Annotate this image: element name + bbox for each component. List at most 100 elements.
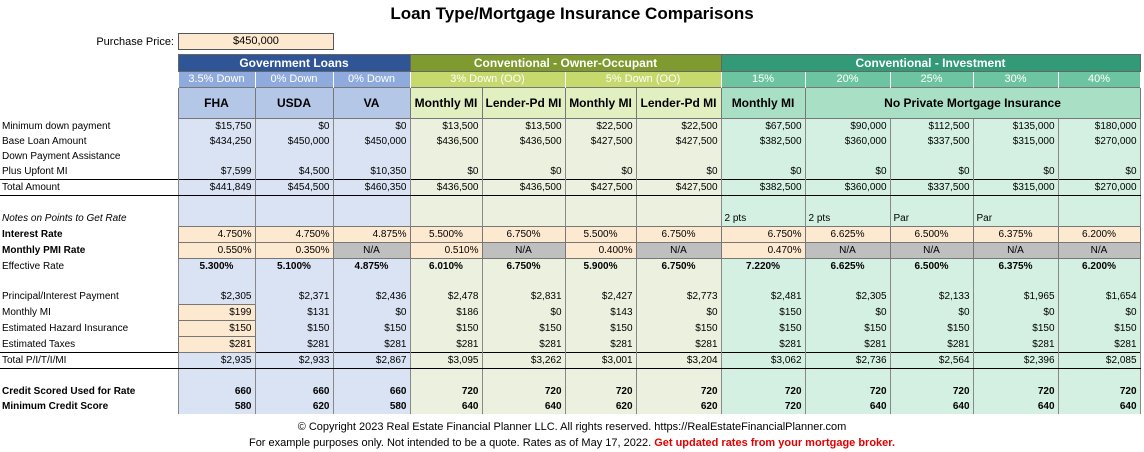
value-cell[interactable]: $450,000 bbox=[254, 134, 334, 149]
value-cell[interactable]: $281 bbox=[332, 336, 411, 353]
value-cell[interactable]: $150 bbox=[177, 320, 256, 337]
value-cell[interactable]: 580 bbox=[332, 399, 411, 414]
value-cell[interactable]: 640 bbox=[804, 399, 891, 414]
value-cell[interactable]: $427,500 bbox=[564, 179, 637, 196]
value-cell[interactable]: $180,000 bbox=[1057, 118, 1141, 134]
value-cell[interactable] bbox=[804, 274, 891, 289]
value-cell[interactable]: 2 pts bbox=[804, 211, 891, 227]
value-cell[interactable]: $2,773 bbox=[635, 289, 722, 305]
value-cell[interactable]: $281 bbox=[635, 336, 722, 353]
value-cell[interactable]: N/A bbox=[332, 242, 411, 259]
value-cell[interactable] bbox=[409, 211, 483, 227]
value-cell[interactable] bbox=[972, 368, 1059, 384]
value-cell[interactable]: $150 bbox=[635, 320, 722, 337]
value-cell[interactable]: $150 bbox=[1057, 320, 1141, 337]
value-cell[interactable]: $436,500 bbox=[481, 134, 566, 149]
value-cell[interactable] bbox=[254, 149, 334, 164]
value-cell[interactable]: $150 bbox=[481, 320, 566, 337]
value-cell[interactable]: $315,000 bbox=[972, 179, 1059, 196]
value-cell[interactable] bbox=[720, 368, 806, 384]
value-cell[interactable]: $0 bbox=[332, 118, 411, 134]
value-cell[interactable] bbox=[332, 211, 411, 227]
value-cell[interactable]: $0 bbox=[972, 164, 1059, 180]
value-cell[interactable]: $281 bbox=[177, 336, 256, 353]
value-cell[interactable]: $2,371 bbox=[254, 289, 334, 305]
value-cell[interactable]: 6.375% bbox=[972, 258, 1059, 274]
value-cell[interactable] bbox=[254, 368, 334, 384]
value-cell[interactable]: $0 bbox=[972, 304, 1059, 321]
value-cell[interactable]: $315,000 bbox=[972, 134, 1059, 149]
value-cell[interactable]: N/A bbox=[972, 242, 1059, 259]
value-cell[interactable]: $150 bbox=[254, 320, 334, 337]
value-cell[interactable]: 660 bbox=[254, 384, 334, 399]
value-cell[interactable]: $3,204 bbox=[635, 352, 722, 369]
value-cell[interactable]: N/A bbox=[889, 242, 974, 259]
value-cell[interactable]: $436,500 bbox=[409, 179, 483, 196]
value-cell[interactable]: $427,500 bbox=[635, 179, 722, 196]
value-cell[interactable]: $150 bbox=[720, 304, 806, 321]
value-cell[interactable]: $2,427 bbox=[564, 289, 637, 305]
value-cell[interactable]: $441,849 bbox=[177, 179, 256, 196]
value-cell[interactable]: $360,000 bbox=[804, 134, 891, 149]
value-cell[interactable]: $281 bbox=[564, 336, 637, 353]
value-cell[interactable]: 720 bbox=[889, 384, 974, 399]
value-cell[interactable]: $2,436 bbox=[332, 289, 411, 305]
value-cell[interactable]: $67,500 bbox=[720, 118, 806, 134]
value-cell[interactable] bbox=[254, 274, 334, 289]
value-cell[interactable]: 6.500% bbox=[889, 258, 974, 274]
value-cell[interactable]: $337,500 bbox=[889, 134, 974, 149]
value-cell[interactable]: $337,500 bbox=[889, 179, 974, 196]
value-cell[interactable] bbox=[635, 149, 722, 164]
value-cell[interactable]: $1,654 bbox=[1057, 289, 1141, 305]
value-cell[interactable]: 6.010% bbox=[409, 258, 483, 274]
value-cell[interactable]: $143 bbox=[564, 304, 637, 321]
value-cell[interactable]: $281 bbox=[481, 336, 566, 353]
value-cell[interactable] bbox=[720, 195, 806, 211]
value-cell[interactable] bbox=[177, 195, 256, 211]
value-cell[interactable]: 720 bbox=[720, 399, 806, 414]
value-cell[interactable]: 0.550% bbox=[177, 242, 256, 259]
value-cell[interactable] bbox=[635, 368, 722, 384]
value-cell[interactable]: $0 bbox=[804, 164, 891, 180]
value-cell[interactable] bbox=[177, 211, 256, 227]
value-cell[interactable]: 7.220% bbox=[720, 258, 806, 274]
value-cell[interactable]: 6.750% bbox=[720, 226, 806, 243]
value-cell[interactable]: $22,500 bbox=[635, 118, 722, 134]
value-cell[interactable] bbox=[1057, 368, 1141, 384]
value-cell[interactable]: $434,250 bbox=[177, 134, 256, 149]
value-cell[interactable]: $2,481 bbox=[720, 289, 806, 305]
value-cell[interactable]: 6.200% bbox=[1057, 258, 1141, 274]
value-cell[interactable]: $4,500 bbox=[254, 164, 334, 180]
value-cell[interactable]: $0 bbox=[889, 164, 974, 180]
value-cell[interactable]: 6.750% bbox=[635, 226, 722, 243]
value-cell[interactable]: $3,095 bbox=[409, 352, 483, 369]
value-cell[interactable]: 6.625% bbox=[804, 258, 891, 274]
value-cell[interactable]: $199 bbox=[177, 304, 256, 321]
value-cell[interactable]: $0 bbox=[635, 304, 722, 321]
value-cell[interactable]: 640 bbox=[1057, 399, 1141, 414]
value-cell[interactable] bbox=[804, 368, 891, 384]
value-cell[interactable]: 720 bbox=[804, 384, 891, 399]
value-cell[interactable]: 0.400% bbox=[564, 242, 637, 259]
value-cell[interactable]: 5.900% bbox=[564, 258, 637, 274]
value-cell[interactable]: 4.875% bbox=[332, 226, 411, 243]
value-cell[interactable] bbox=[564, 149, 637, 164]
value-cell[interactable]: 660 bbox=[177, 384, 256, 399]
value-cell[interactable]: $0 bbox=[481, 164, 566, 180]
value-cell[interactable] bbox=[1057, 211, 1141, 227]
value-cell[interactable]: $2,933 bbox=[254, 352, 334, 369]
value-cell[interactable] bbox=[481, 149, 566, 164]
value-cell[interactable]: $15,750 bbox=[177, 118, 256, 134]
value-cell[interactable]: $281 bbox=[972, 336, 1059, 353]
value-cell[interactable]: 4.750% bbox=[177, 226, 256, 243]
value-cell[interactable]: N/A bbox=[635, 242, 722, 259]
value-cell[interactable]: $2,831 bbox=[481, 289, 566, 305]
value-cell[interactable] bbox=[177, 368, 256, 384]
value-cell[interactable]: 640 bbox=[409, 399, 483, 414]
value-cell[interactable]: $13,500 bbox=[481, 118, 566, 134]
value-cell[interactable]: $270,000 bbox=[1057, 134, 1141, 149]
value-cell[interactable] bbox=[177, 274, 256, 289]
value-cell[interactable]: $382,500 bbox=[720, 134, 806, 149]
value-cell[interactable]: $281 bbox=[409, 336, 483, 353]
value-cell[interactable]: $3,001 bbox=[564, 352, 637, 369]
